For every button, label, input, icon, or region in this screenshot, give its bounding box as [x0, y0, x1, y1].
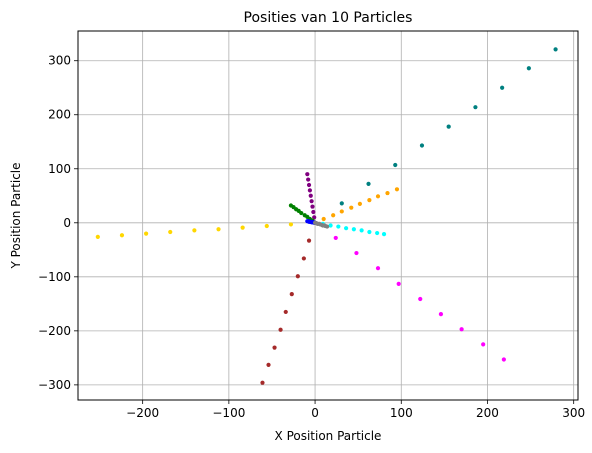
data-point [367, 229, 372, 235]
data-point [328, 223, 333, 228]
data-points [95, 47, 558, 385]
data-point [312, 215, 317, 220]
data-point [331, 213, 336, 218]
series-4 [305, 172, 318, 225]
x-tick-label: −100 [212, 406, 245, 420]
data-point [306, 238, 312, 243]
data-point [260, 380, 265, 385]
data-point [305, 172, 310, 177]
data-point [553, 47, 558, 52]
x-tick-label: 100 [390, 406, 413, 420]
data-point [264, 223, 269, 229]
data-point [144, 231, 149, 236]
data-point [308, 193, 313, 198]
data-point [95, 234, 100, 239]
data-point [446, 124, 451, 129]
data-point [419, 143, 425, 148]
chart-title: Posities van 10 Particles [244, 10, 413, 26]
data-point [336, 224, 341, 229]
data-point [321, 216, 326, 222]
data-point [311, 209, 316, 215]
data-point [473, 105, 478, 110]
data-point [306, 177, 311, 182]
data-point [351, 227, 356, 232]
x-tick-label: −200 [126, 406, 159, 420]
data-point [288, 203, 294, 208]
data-point [501, 357, 506, 362]
data-point [306, 182, 312, 188]
y-tick-label: 300 [48, 54, 71, 68]
data-point [349, 205, 354, 210]
data-point [325, 224, 330, 229]
data-point [366, 181, 371, 186]
data-point [526, 66, 531, 71]
data-point [367, 198, 372, 203]
y-tick-label: 200 [48, 108, 71, 122]
plot-frame [77, 30, 579, 401]
data-point [216, 227, 221, 232]
data-point [310, 204, 315, 209]
data-point [375, 194, 381, 199]
data-point [354, 250, 359, 256]
data-point [481, 342, 486, 347]
data-point [344, 226, 349, 231]
data-point [359, 228, 364, 233]
data-point [381, 232, 387, 237]
data-point [266, 362, 271, 367]
y-tick-label: −300 [38, 378, 71, 392]
data-point [289, 292, 294, 297]
data-point [295, 274, 300, 279]
data-point [500, 85, 505, 90]
data-point [192, 228, 197, 233]
data-point [119, 233, 125, 238]
data-point [168, 229, 173, 235]
data-point [288, 222, 294, 227]
y-tick-label: −200 [38, 324, 71, 338]
data-point [385, 190, 390, 196]
x-tick-label: 0 [311, 406, 319, 420]
series-7 [312, 220, 506, 362]
data-point [375, 230, 380, 236]
data-point [305, 219, 310, 224]
data-point [339, 201, 344, 206]
data-point [459, 327, 464, 332]
data-point [333, 235, 338, 241]
x-tick-label: 200 [476, 406, 499, 420]
series-10 [312, 220, 330, 229]
y-tick-label: 100 [48, 162, 71, 176]
y-tick-label: 0 [63, 216, 71, 230]
data-point [309, 199, 314, 204]
data-point [283, 309, 288, 315]
data-point [278, 327, 283, 332]
data-point [418, 296, 423, 302]
data-point [375, 266, 381, 271]
data-point [302, 213, 307, 218]
data-point [394, 187, 400, 192]
data-point [357, 201, 362, 206]
data-point [339, 209, 344, 214]
x-tick-label: 300 [562, 406, 585, 420]
data-point [396, 281, 401, 286]
data-point [240, 225, 245, 230]
data-point [301, 256, 306, 261]
data-point [307, 188, 312, 193]
x-axis-label: X Position Particle [275, 429, 382, 443]
data-point [393, 162, 398, 168]
data-point [272, 345, 277, 350]
y-axis-label: Y Position Particle [9, 162, 23, 269]
axis-ticks: −200 −100 0 100 200 300 −300 −200 −100 0 100 200 300 [38, 54, 585, 420]
y-tick-label: −100 [38, 270, 71, 284]
data-point [438, 311, 444, 317]
